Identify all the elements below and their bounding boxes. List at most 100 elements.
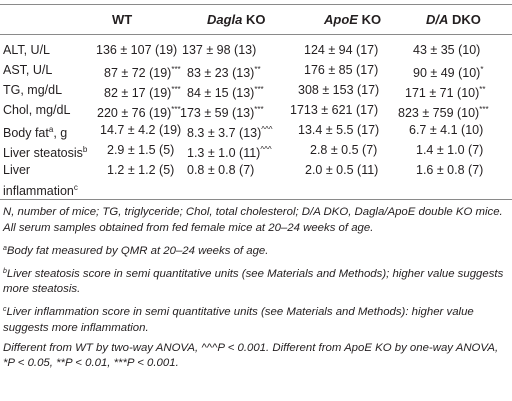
footnote-c-text: Liver inflammation score in semi quantit… (3, 306, 474, 334)
footnote-a-mark: a (3, 244, 7, 252)
cell-value: 84 ± 15 (13) (187, 86, 255, 100)
row-label: ALT, U/L (3, 43, 51, 57)
row-label: AST, U/L (3, 63, 53, 77)
header-dagla-suffix: KO (242, 12, 266, 27)
cell-dko: 823 ± 759 (10)*** (398, 102, 489, 121)
table-footnotes: N, number of mice; TG, triglyceride; Cho… (3, 205, 507, 376)
significance-mark: *** (479, 105, 489, 114)
table-row: ALT, U/L 136 ± 107 (19) 137 ± 98 (13) 12… (0, 40, 512, 60)
table-header-row: WT Dagla KO ApoE KO D/A DKO (0, 9, 512, 33)
significance-mark: *** (171, 85, 181, 94)
header-dagla-gene: Dagla (207, 12, 243, 27)
cell-dko: 6.7 ± 4.1 (10) (409, 122, 483, 138)
table-row: AST, U/L 87 ± 72 (19)*** 83 ± 23 (13)** … (0, 60, 512, 80)
footnote-statistics: Different from WT by two-way ANOVA, ^^^P… (3, 341, 499, 370)
cell-value: 1.2 ± 1.2 (5) (107, 163, 175, 177)
cell-wt: 2.9 ± 1.5 (5) (107, 142, 174, 158)
cell-value: 8.3 ± 3.7 (13) (187, 126, 262, 140)
cell-value: 2.8 ± 0.5 (7) (310, 143, 378, 157)
header-dagla-ko: Dagla KO (207, 12, 266, 27)
footnote-a: aBody fat measured by QMR at 20–24 weeks… (3, 241, 507, 260)
cell-apoe: 308 ± 153 (17) (298, 82, 379, 98)
cell-wt: 1.2 ± 1.2 (5) (107, 162, 174, 178)
cell-value: 173 ± 59 (13) (180, 106, 255, 120)
cell-value: 1.4 ± 1.0 (7) (416, 143, 484, 157)
cell-dagla: 0.8 ± 0.8 (7) (187, 162, 254, 178)
significance-mark: *** (171, 105, 181, 114)
cell-apoe: 176 ± 85 (17) (304, 62, 378, 78)
significance-mark: *** (171, 65, 181, 74)
footnote-c-mark: c (3, 306, 7, 313)
footnote-mark: a (48, 125, 54, 134)
table-row: Body fata, g 14.7 ± 4.2 (19) 8.3 ± 3.7 (… (0, 120, 512, 140)
significance-mark: ** (479, 85, 486, 94)
significance-mark: *** (254, 85, 264, 94)
row-label: Chol, mg/dL (3, 103, 71, 117)
header-apoe-gene: ApoE (324, 12, 358, 27)
cell-apoe: 13.4 ± 5.5 (17) (298, 122, 379, 138)
footnote-abbreviations: N, number of mice; TG, triglyceride; Cho… (3, 206, 503, 234)
row-label-text: Liver steatosis (3, 146, 83, 160)
cell-apoe: 2.8 ± 0.5 (7) (310, 142, 377, 158)
header-dko-suffix: DKO (448, 12, 481, 27)
cell-wt: 87 ± 72 (19)*** (104, 62, 181, 81)
cell-apoe: 2.0 ± 0.5 (11) (305, 162, 378, 178)
cell-dagla: 1.3 ± 1.0 (11)^^^ (187, 142, 272, 161)
cell-value: 308 ± 153 (17) (298, 83, 380, 97)
cell-dko: 43 ± 35 (10) (413, 42, 480, 58)
cell-value: 823 ± 759 (10) (398, 106, 480, 120)
cell-value: 82 ± 17 (19) (104, 86, 172, 100)
significance-mark: ^^^ (260, 145, 272, 154)
cell-dagla: 84 ± 15 (13)*** (187, 82, 264, 101)
cell-value: 0.8 ± 0.8 (7) (187, 163, 255, 177)
cell-value: 1713 ± 621 (17) (290, 103, 379, 117)
cell-wt: 220 ± 76 (19)*** (97, 102, 181, 121)
cell-dko: 1.4 ± 1.0 (7) (416, 142, 483, 158)
footnote-a-text: Body fat measured by QMR at 20–24 weeks … (6, 244, 269, 257)
cell-value: 43 ± 35 (10) (413, 43, 481, 57)
cell-dko: 1.6 ± 0.8 (7) (416, 162, 483, 178)
cell-value: 1.3 ± 1.0 (11) (187, 146, 261, 160)
header-dko-gene: D/A (426, 12, 449, 27)
cell-value: 13.4 ± 5.5 (17) (298, 123, 380, 137)
significance-mark: *** (254, 105, 264, 114)
row-label: Body fata, g (3, 122, 67, 141)
cell-dko: 171 ± 71 (10)** (405, 82, 486, 101)
footnote-b-text: Liver steatosis score in semi quantitati… (3, 267, 504, 296)
cell-dagla: 8.3 ± 3.7 (13)^^^ (187, 122, 273, 141)
cell-value: 124 ± 94 (17) (304, 43, 379, 57)
table-bottom-rule (0, 199, 512, 200)
cell-dagla: 173 ± 59 (13)*** (180, 102, 264, 121)
cell-value: 14.7 ± 4.2 (19) (100, 123, 182, 137)
table-row: Liver inflammationc 1.2 ± 1.2 (5) 0.8 ± … (0, 160, 512, 198)
cell-wt: 136 ± 107 (19) (96, 42, 177, 58)
table-row: Chol, mg/dL 220 ± 76 (19)*** 173 ± 59 (1… (0, 100, 512, 120)
header-wt: WT (112, 12, 133, 27)
cell-value: 6.7 ± 4.1 (10) (409, 123, 484, 137)
cell-dko: 90 ± 49 (10)* (413, 62, 483, 81)
significance-mark: ^^^ (261, 125, 273, 134)
row-label-text: Liver inflammation (3, 163, 74, 198)
row-label-unit: , g (53, 126, 68, 140)
table-header-rule (0, 34, 512, 35)
table-row: Liver steatosisb 2.9 ± 1.5 (5) 1.3 ± 1.0… (0, 140, 512, 160)
cell-apoe: 1713 ± 621 (17) (290, 102, 378, 118)
cell-value: 2.9 ± 1.5 (5) (107, 143, 175, 157)
cell-wt: 82 ± 17 (19)*** (104, 82, 181, 101)
table-top-rule (0, 4, 512, 5)
row-label-text: Body fat (3, 126, 49, 140)
cell-apoe: 124 ± 94 (17) (304, 42, 378, 58)
significance-mark: * (480, 65, 484, 74)
cell-dagla: 137 ± 98 (13) (182, 42, 256, 58)
header-apoe-ko: ApoE KO (324, 12, 381, 27)
significance-mark: ** (254, 65, 261, 74)
cell-value: 83 ± 23 (13) (187, 66, 255, 80)
cell-value: 2.0 ± 0.5 (11) (305, 163, 379, 177)
cell-value: 90 ± 49 (10) (413, 66, 481, 80)
cell-value: 171 ± 71 (10) (405, 86, 480, 100)
cell-value: 137 ± 98 (13) (182, 43, 257, 57)
header-apoe-suffix: KO (357, 12, 382, 27)
row-label: Liver steatosisb (3, 142, 87, 161)
row-label: Liver inflammationc (3, 162, 93, 200)
